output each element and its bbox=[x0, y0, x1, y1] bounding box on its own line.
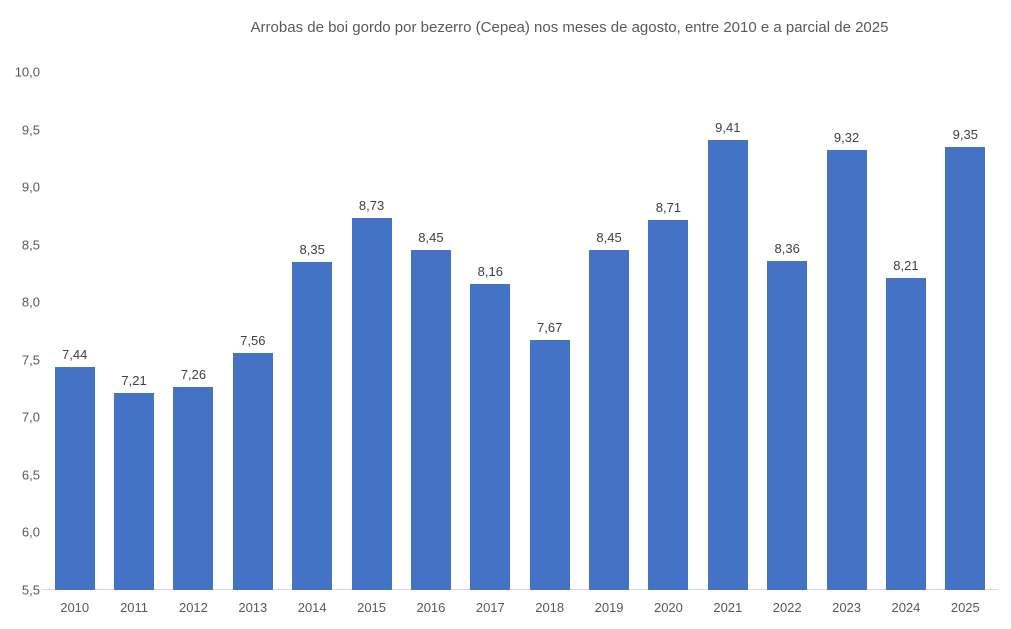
bar-value-label: 8,45 bbox=[418, 230, 444, 245]
bar-2014 bbox=[292, 262, 333, 590]
bar-value-label: 7,67 bbox=[537, 320, 563, 335]
y-tick-label: 8,5 bbox=[21, 237, 40, 253]
x-tick-label: 2016 bbox=[416, 600, 446, 615]
x-tick-label: 2021 bbox=[713, 600, 743, 615]
bar-value-label: 7,56 bbox=[240, 333, 266, 348]
bar-2023 bbox=[826, 150, 867, 590]
bar-2020 bbox=[648, 220, 689, 590]
x-tick-label: 2025 bbox=[950, 600, 980, 615]
bar-2022 bbox=[767, 261, 808, 590]
bar-value-label: 9,35 bbox=[952, 127, 978, 142]
bar-value-label: 8,36 bbox=[774, 241, 800, 256]
y-tick-label: 9,0 bbox=[21, 179, 40, 195]
x-tick-label: 2014 bbox=[297, 600, 327, 615]
bar-value-label: 9,41 bbox=[715, 120, 741, 135]
x-tick-label: 2024 bbox=[891, 600, 921, 615]
bar-value-label: 7,21 bbox=[121, 373, 147, 388]
x-tick-label: 2015 bbox=[357, 600, 387, 615]
bar-2018 bbox=[529, 340, 570, 590]
x-tick-label: 2020 bbox=[653, 600, 683, 615]
bar-2015 bbox=[351, 218, 392, 590]
x-tick-label: 2022 bbox=[772, 600, 802, 615]
bar-value-label: 8,71 bbox=[655, 200, 682, 215]
x-tick-label: 2018 bbox=[535, 600, 565, 615]
bar-value-label: 7,26 bbox=[180, 367, 207, 382]
bar-value-label: 8,35 bbox=[299, 242, 325, 257]
y-tick-label: 10,0 bbox=[14, 64, 40, 80]
y-tick-label: 6,5 bbox=[21, 467, 40, 483]
x-tick-label: 2013 bbox=[238, 600, 268, 615]
bar-value-label: 8,45 bbox=[596, 230, 622, 245]
bar-2024 bbox=[885, 278, 926, 590]
bar-2013 bbox=[232, 353, 273, 590]
bar-value-label: 8,73 bbox=[358, 198, 385, 213]
bar-value-label: 8,21 bbox=[893, 258, 919, 273]
bar-value-label: 8,16 bbox=[477, 264, 503, 279]
x-tick-label: 2010 bbox=[60, 600, 90, 615]
bar-2016 bbox=[410, 250, 451, 590]
x-tick-label: 2019 bbox=[594, 600, 624, 615]
y-tick-label: 5,5 bbox=[21, 582, 40, 598]
bar-2010 bbox=[54, 367, 95, 590]
bar-2025 bbox=[945, 147, 986, 590]
y-tick-label: 7,0 bbox=[21, 409, 40, 425]
bar-2021 bbox=[707, 140, 748, 590]
y-tick-label: 8,0 bbox=[21, 294, 40, 310]
bar-2019 bbox=[589, 250, 630, 590]
x-tick-label: 2012 bbox=[178, 600, 208, 615]
bar-value-label: 9,32 bbox=[833, 130, 860, 145]
bar-2017 bbox=[470, 284, 511, 590]
bar-2011 bbox=[114, 393, 155, 590]
bar-2012 bbox=[173, 387, 214, 590]
x-tick-label: 2011 bbox=[120, 600, 149, 615]
chart-title: Arrobas de boi gordo por bezerro (Cepea)… bbox=[250, 19, 889, 36]
y-tick-label: 7,5 bbox=[21, 352, 40, 368]
x-tick-label: 2023 bbox=[832, 600, 862, 615]
y-tick-label: 9,5 bbox=[21, 122, 40, 138]
x-tick-label: 2017 bbox=[475, 600, 505, 615]
x-axis-line bbox=[42, 589, 998, 590]
bar-value-label: 7,44 bbox=[62, 347, 88, 362]
y-tick-label: 6,0 bbox=[21, 524, 40, 540]
